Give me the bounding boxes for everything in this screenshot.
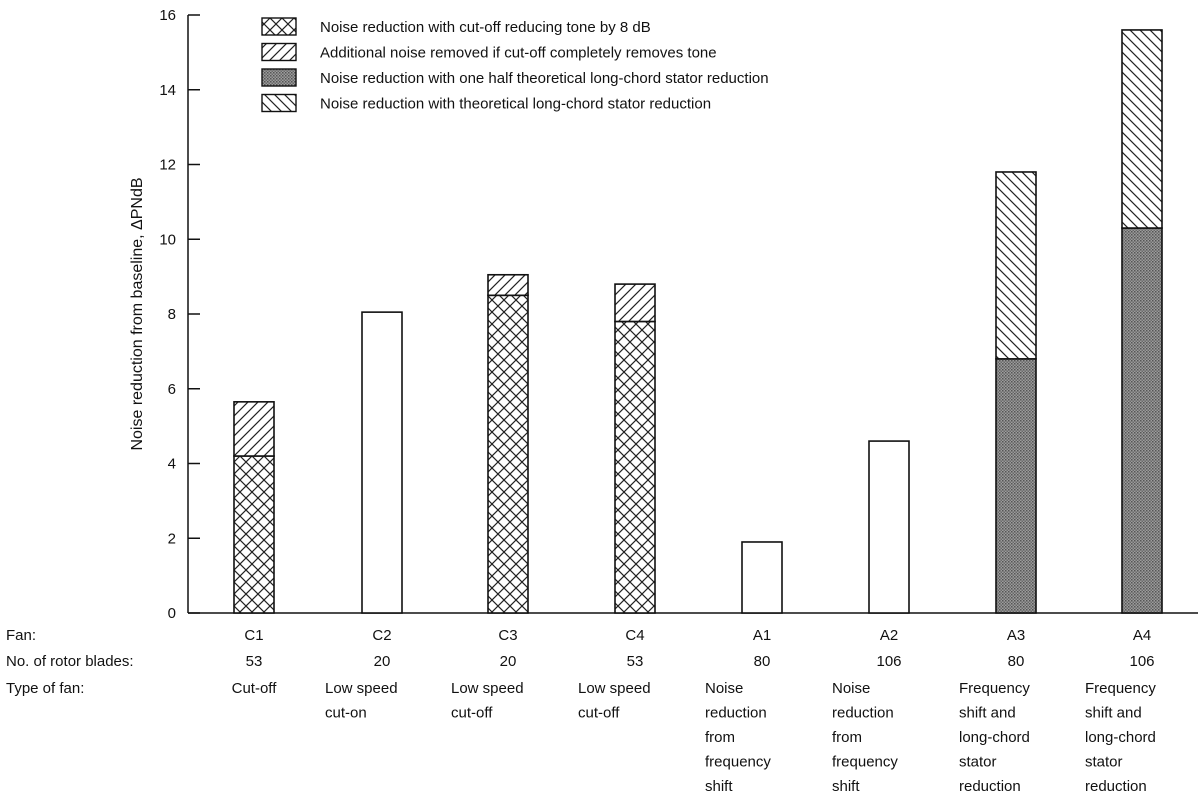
table-type-cell: cut-on [325, 705, 367, 722]
table-type-cell: Frequency [1085, 680, 1156, 697]
y-tick-label: 12 [159, 157, 176, 174]
y-tick-label: 2 [168, 530, 176, 547]
table-type-cell: reduction [959, 778, 1021, 795]
table-type-cell: cut-off [578, 705, 620, 722]
table-type-cell: from [705, 729, 735, 746]
table-blades-cell: 80 [1008, 653, 1025, 670]
table-row-label: No. of rotor blades: [6, 653, 134, 670]
legend-swatch-crosshatch [261, 17, 297, 36]
table-type-cell: reduction [1085, 778, 1147, 795]
table-type-cell: Frequency [959, 680, 1030, 697]
table-type-cell: reduction [705, 705, 767, 722]
legend-swatch-forward-diagonal [261, 42, 297, 62]
table-type-cell: long-chord [1085, 729, 1156, 746]
table-type-cell: shift [705, 778, 733, 795]
y-tick-label: 8 [168, 306, 176, 323]
table-fan-cell: A1 [753, 627, 771, 644]
bar-segment-a1-plain [741, 541, 783, 614]
table-fan-cell: A3 [1007, 627, 1025, 644]
table-type-cell: frequency [832, 754, 898, 771]
table-blades-cell: 20 [500, 653, 517, 670]
bar-segment-c2-plain [361, 311, 403, 614]
table-blades-cell: 106 [1129, 653, 1154, 670]
table-blades-cell: 80 [754, 653, 771, 670]
legend-label: Additional noise removed if cut-off comp… [320, 45, 717, 62]
table-type-cell: reduction [832, 705, 894, 722]
bar-segment-c1-crosshatch [233, 455, 275, 614]
table-fan-cell: C2 [372, 627, 391, 644]
y-tick-label: 10 [159, 231, 176, 248]
table-blades-cell: 20 [374, 653, 391, 670]
legend-label: Noise reduction with cut-off reducing to… [320, 19, 651, 36]
table-type-cell: from [832, 729, 862, 746]
table-fan-cell: C1 [244, 627, 263, 644]
bar-segment-a4-back-diagonal [1121, 29, 1163, 229]
table-type-cell: stator [959, 754, 997, 771]
y-tick-label: 0 [168, 605, 176, 622]
bar-segment-a3-back-diagonal [995, 171, 1037, 360]
table-row-label: Type of fan: [6, 680, 84, 697]
table-blades-cell: 53 [627, 653, 644, 670]
table-type-cell: shift and [1085, 705, 1142, 722]
table-type-cell: frequency [705, 754, 771, 771]
bar-segment-c4-forward-diagonal [614, 283, 656, 323]
bar-segment-c4-crosshatch [614, 320, 656, 614]
y-tick-label: 14 [159, 82, 176, 99]
table-type-cell: Noise [705, 680, 743, 697]
table-blades-cell: 106 [876, 653, 901, 670]
table-row-label: Fan: [6, 627, 36, 644]
legend-swatch-dense-stipple [261, 68, 297, 87]
legend-label: Noise reduction with theoretical long-ch… [320, 96, 711, 113]
bar-segment-a3-dense-stipple [995, 358, 1037, 614]
table-type-cell: Low speed [325, 680, 398, 697]
table-type-cell: Low speed [451, 680, 524, 697]
y-axis-title: Noise reduction from baseline, ΔPNdB [129, 177, 146, 450]
table-type-cell: stator [1085, 754, 1123, 771]
legend-swatch-back-diagonal [261, 93, 297, 113]
bar-segment-c1-forward-diagonal [233, 401, 275, 457]
bar-segment-a4-dense-stipple [1121, 227, 1163, 614]
bar-segment-c3-forward-diagonal [487, 273, 529, 297]
y-tick-label: 16 [159, 7, 176, 24]
table-fan-cell: A4 [1133, 627, 1151, 644]
y-tick-label: 6 [168, 381, 176, 398]
table-type-cell: Low speed [578, 680, 651, 697]
table-fan-cell: A2 [880, 627, 898, 644]
bar-segment-a2-plain [868, 440, 910, 614]
table-fan-cell: C4 [625, 627, 644, 644]
fan-table: Fan: No. of rotor blades: Type of fan: C1 53… [6, 627, 1156, 795]
bars [233, 29, 1163, 614]
table-type-cell: Noise [832, 680, 870, 697]
bar-segment-c3-crosshatch [487, 294, 529, 614]
legend: Noise reduction with cut-off reducing to… [261, 17, 769, 113]
y-tick-label: 4 [168, 456, 176, 473]
table-fan-cell: C3 [498, 627, 517, 644]
table-type-cell: long-chord [959, 729, 1030, 746]
table-blades-cell: 53 [246, 653, 263, 670]
table-type-cell: shift and [959, 705, 1016, 722]
table-type-cell: shift [832, 778, 860, 795]
legend-label: Noise reduction with one half theoretica… [320, 70, 769, 87]
table-type-cell: cut-off [451, 705, 493, 722]
table-type-cell: Cut-off [232, 680, 278, 697]
